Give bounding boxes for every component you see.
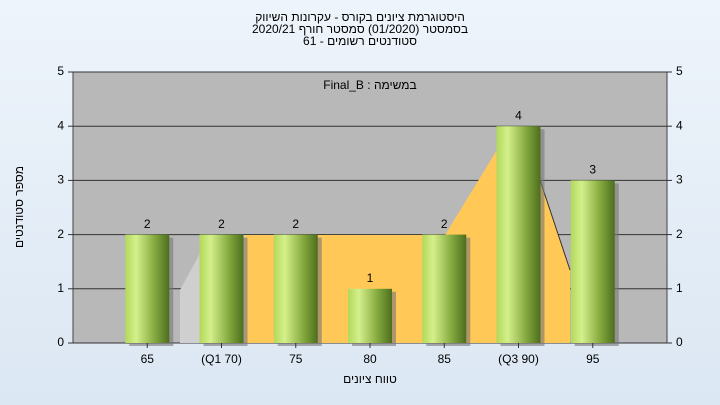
data-label: 2	[292, 217, 299, 231]
x-tick-label: (Q3 90)	[498, 352, 539, 366]
y-tick-label: 4	[57, 118, 64, 132]
y2-tick-label: 4	[676, 118, 683, 132]
title-line: בסמסטר (01/2020) סמסטר חורף 2020/21	[252, 22, 468, 36]
data-label: 2	[441, 217, 448, 231]
bar	[125, 234, 170, 343]
x-tick-label: 75	[289, 352, 303, 366]
x-tick-label: 80	[363, 352, 377, 366]
y-tick-label: 0	[57, 335, 64, 349]
data-label: 3	[589, 163, 596, 177]
y2-tick-label: 1	[676, 281, 683, 295]
bar	[273, 234, 318, 343]
bar	[496, 126, 541, 343]
x-tick-label: 65	[141, 352, 155, 366]
title-line: סטודנטים רשומים - 61	[303, 34, 417, 48]
y-tick-label: 2	[57, 227, 64, 241]
quartile-area	[245, 150, 570, 343]
y2-tick-label: 3	[676, 173, 683, 187]
y-tick-label: 1	[57, 281, 64, 295]
bar	[348, 288, 392, 343]
decor-line	[539, 179, 571, 271]
title-line: היסטוגרמת ציונים בקורס - עקרונות השיווק	[255, 10, 465, 24]
annotation: במשימה : Final_B	[323, 78, 416, 92]
bar	[422, 234, 467, 343]
y-tick-label: 5	[57, 64, 64, 78]
bar	[570, 180, 615, 343]
data-label: 4	[515, 108, 522, 122]
y2-tick-label: 5	[676, 64, 683, 78]
x-tick-label: 95	[586, 352, 600, 366]
data-label: 2	[218, 217, 225, 231]
y-tick-label: 3	[57, 173, 64, 187]
x-tick-label: 85	[438, 352, 452, 366]
data-label: 2	[144, 217, 151, 231]
x-tick-label: (Q1 70)	[201, 352, 242, 366]
x-axis-label: טווח ציונים	[343, 372, 397, 386]
y2-tick-label: 0	[676, 335, 683, 349]
y-axis-label: מספר סטודנטים	[12, 166, 26, 248]
bar	[199, 234, 244, 343]
y2-tick-label: 2	[676, 227, 683, 241]
data-label: 1	[367, 271, 374, 285]
